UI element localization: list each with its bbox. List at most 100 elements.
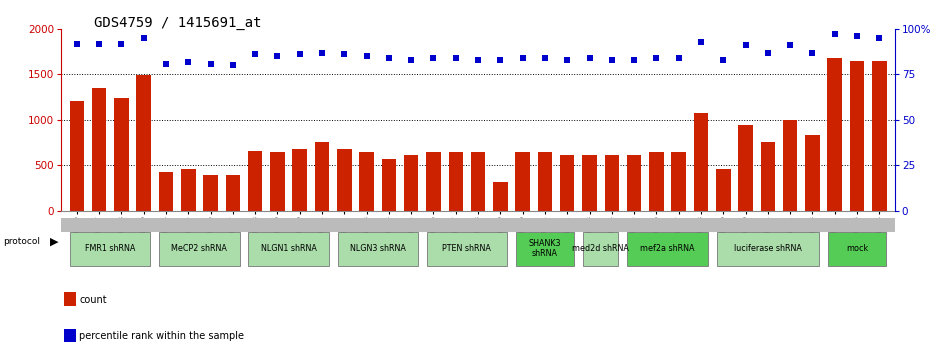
Point: [359, 53, 374, 59]
Bar: [315, 142, 330, 211]
Bar: [783, 120, 797, 211]
Text: SHANK3
shRNA: SHANK3 shRNA: [528, 239, 561, 258]
Point: [604, 57, 619, 63]
Bar: [560, 155, 575, 211]
Point: [91, 41, 106, 46]
Bar: [159, 232, 239, 266]
Point: [426, 55, 441, 61]
Bar: [760, 142, 775, 211]
Point: [671, 55, 686, 61]
Bar: [693, 113, 708, 211]
Point: [248, 52, 263, 57]
Point: [871, 35, 886, 41]
Point: [716, 57, 731, 63]
Bar: [70, 101, 84, 211]
Bar: [805, 135, 820, 211]
Point: [203, 61, 219, 66]
Bar: [114, 98, 129, 211]
Bar: [672, 152, 686, 211]
Bar: [248, 151, 263, 211]
Bar: [404, 155, 418, 211]
Bar: [249, 232, 329, 266]
Bar: [181, 169, 196, 211]
Bar: [828, 232, 886, 266]
Bar: [359, 152, 374, 211]
Bar: [159, 171, 173, 211]
Text: protocol: protocol: [3, 237, 40, 246]
Point: [382, 55, 397, 61]
Text: count: count: [79, 295, 106, 305]
Point: [760, 50, 775, 56]
Bar: [717, 232, 820, 266]
Point: [225, 62, 240, 68]
Bar: [626, 155, 642, 211]
Point: [70, 41, 85, 46]
Bar: [448, 152, 463, 211]
Text: FMR1 shRNA: FMR1 shRNA: [85, 244, 136, 253]
Bar: [426, 152, 441, 211]
Point: [560, 57, 575, 63]
Bar: [583, 232, 619, 266]
Text: mock: mock: [846, 244, 869, 253]
Point: [515, 55, 530, 61]
Point: [626, 57, 642, 63]
Bar: [827, 58, 842, 211]
Bar: [382, 159, 397, 211]
Bar: [226, 175, 240, 211]
Point: [537, 55, 552, 61]
Bar: [605, 155, 619, 211]
Bar: [739, 125, 753, 211]
Text: ▶: ▶: [50, 236, 59, 246]
Bar: [70, 232, 151, 266]
Point: [181, 59, 196, 65]
Point: [738, 42, 753, 48]
Point: [337, 52, 352, 57]
Bar: [137, 75, 151, 211]
Text: luciferase shRNA: luciferase shRNA: [734, 244, 802, 253]
Point: [649, 55, 664, 61]
Bar: [582, 155, 597, 211]
Point: [804, 50, 820, 56]
Point: [850, 33, 865, 39]
Text: percentile rank within the sample: percentile rank within the sample: [79, 331, 244, 341]
Text: NLGN1 shRNA: NLGN1 shRNA: [261, 244, 317, 253]
Point: [470, 57, 485, 63]
Bar: [516, 232, 574, 266]
Bar: [538, 152, 552, 211]
Bar: [627, 232, 707, 266]
Point: [693, 39, 708, 45]
Bar: [649, 152, 663, 211]
Point: [270, 53, 285, 59]
Text: GDS4759 / 1415691_at: GDS4759 / 1415691_at: [94, 16, 262, 30]
Bar: [716, 169, 730, 211]
Bar: [92, 88, 106, 211]
Point: [827, 32, 842, 37]
Bar: [427, 232, 507, 266]
Text: mef2a shRNA: mef2a shRNA: [641, 244, 695, 253]
Bar: [850, 61, 864, 211]
Point: [783, 42, 798, 48]
Bar: [337, 149, 351, 211]
Text: med2d shRNA: med2d shRNA: [572, 244, 629, 253]
Point: [315, 50, 330, 56]
Bar: [203, 175, 218, 211]
Point: [292, 52, 307, 57]
Text: NLGN3 shRNA: NLGN3 shRNA: [349, 244, 406, 253]
Bar: [293, 149, 307, 211]
Bar: [515, 152, 530, 211]
Point: [493, 57, 508, 63]
Point: [404, 57, 419, 63]
Point: [114, 41, 129, 46]
Bar: [337, 232, 418, 266]
Bar: [270, 152, 284, 211]
Point: [158, 61, 173, 66]
Bar: [61, 218, 895, 232]
Text: PTEN shRNA: PTEN shRNA: [443, 244, 492, 253]
Point: [582, 55, 597, 61]
Text: MeCP2 shRNA: MeCP2 shRNA: [171, 244, 227, 253]
Bar: [872, 61, 886, 211]
Point: [448, 55, 463, 61]
Point: [137, 35, 152, 41]
Bar: [493, 182, 508, 211]
Bar: [471, 152, 485, 211]
